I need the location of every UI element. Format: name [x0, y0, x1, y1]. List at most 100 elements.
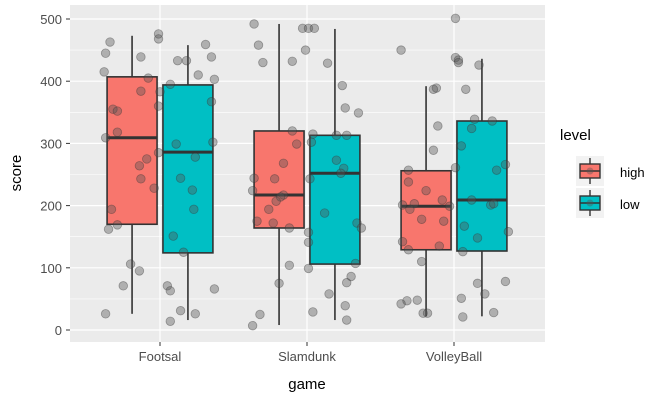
- legend-key-low: low: [576, 188, 640, 218]
- x-axis-title: game: [288, 376, 326, 393]
- data-point: [106, 204, 117, 215]
- data-point: [322, 58, 333, 68]
- data-point: [105, 37, 115, 47]
- data-point: [474, 60, 484, 70]
- data-point: [249, 173, 259, 183]
- data-point: [125, 259, 136, 269]
- data-point: [341, 315, 352, 325]
- data-point: [303, 23, 314, 34]
- data-point: [428, 84, 439, 94]
- data-point: [165, 286, 175, 296]
- data-point: [444, 201, 455, 211]
- data-point: [118, 281, 128, 291]
- data-point: [189, 204, 199, 215]
- data-point: [100, 133, 111, 143]
- data-point: [175, 173, 186, 183]
- data-point: [339, 163, 349, 173]
- data-point: [428, 145, 439, 155]
- box-iqr: [400, 169, 452, 251]
- box-slamdunk-low: [309, 28, 361, 321]
- data-point: [431, 83, 442, 93]
- data-point: [459, 221, 469, 231]
- data-point: [472, 278, 483, 289]
- data-point: [433, 121, 443, 131]
- data-point: [450, 52, 461, 63]
- data-point: [108, 104, 118, 114]
- data-point: [422, 308, 433, 318]
- data-point: [103, 224, 114, 234]
- data-point: [396, 299, 406, 309]
- y-tick-label: 0: [55, 323, 62, 338]
- data-point: [466, 123, 477, 134]
- data-point: [453, 55, 464, 65]
- data-point: [303, 237, 314, 247]
- data-point: [190, 309, 200, 319]
- data-point: [143, 73, 153, 83]
- data-point: [112, 220, 123, 230]
- data-point: [200, 39, 211, 50]
- data-point: [308, 307, 318, 317]
- legend-label: high: [620, 165, 645, 180]
- data-point: [142, 154, 152, 164]
- data-point: [253, 40, 264, 50]
- data-point: [300, 45, 311, 55]
- data-point: [278, 158, 289, 169]
- data-point: [153, 34, 164, 44]
- data-point: [178, 247, 189, 257]
- data-point: [397, 236, 408, 247]
- data-point: [439, 216, 449, 226]
- legend-point: [586, 199, 594, 207]
- jittered-points: [99, 13, 514, 331]
- legend-key-high: high: [576, 156, 645, 186]
- data-point: [100, 48, 111, 58]
- data-point: [458, 312, 468, 322]
- data-point: [500, 159, 511, 170]
- box-iqr: [106, 76, 158, 226]
- data-point: [346, 271, 356, 282]
- data-point: [487, 116, 497, 126]
- data-point: [162, 281, 173, 291]
- data-point: [353, 108, 364, 118]
- data-point: [336, 168, 346, 178]
- data-point: [255, 309, 265, 320]
- data-point: [421, 185, 431, 196]
- boxes: [106, 23, 508, 326]
- data-point: [341, 130, 352, 141]
- data-point: [149, 183, 159, 193]
- y-tick-label: 300: [40, 136, 62, 151]
- data-point: [356, 223, 367, 233]
- data-point: [284, 260, 295, 271]
- y-tick-label: 400: [40, 74, 62, 89]
- y-tick-label: 100: [40, 261, 62, 276]
- data-point: [450, 162, 461, 173]
- data-point: [268, 218, 278, 228]
- y-tick-label: 200: [40, 199, 62, 214]
- legend-point: [586, 167, 594, 175]
- data-point: [153, 148, 164, 158]
- data-point: [503, 227, 514, 237]
- data-point: [187, 185, 198, 195]
- data-point: [403, 177, 414, 187]
- data-point: [308, 129, 318, 139]
- x-tick-label: VolleyBall: [426, 349, 482, 364]
- data-point: [278, 190, 289, 200]
- data-point: [258, 57, 268, 68]
- data-point: [287, 56, 298, 66]
- data-point: [209, 74, 220, 85]
- data-point: [252, 216, 262, 226]
- data-point: [402, 296, 412, 306]
- legend-label: low: [620, 197, 640, 212]
- data-point: [303, 227, 314, 238]
- data-point: [100, 309, 111, 319]
- data-point: [271, 196, 281, 206]
- box-iqr: [162, 84, 214, 254]
- data-point: [206, 97, 217, 107]
- data-point: [340, 301, 350, 311]
- data-point: [409, 199, 420, 209]
- data-point: [275, 192, 286, 202]
- data-point: [292, 139, 302, 149]
- data-point: [247, 185, 258, 196]
- data-point: [274, 278, 284, 289]
- data-point: [269, 174, 280, 184]
- data-point: [434, 241, 445, 251]
